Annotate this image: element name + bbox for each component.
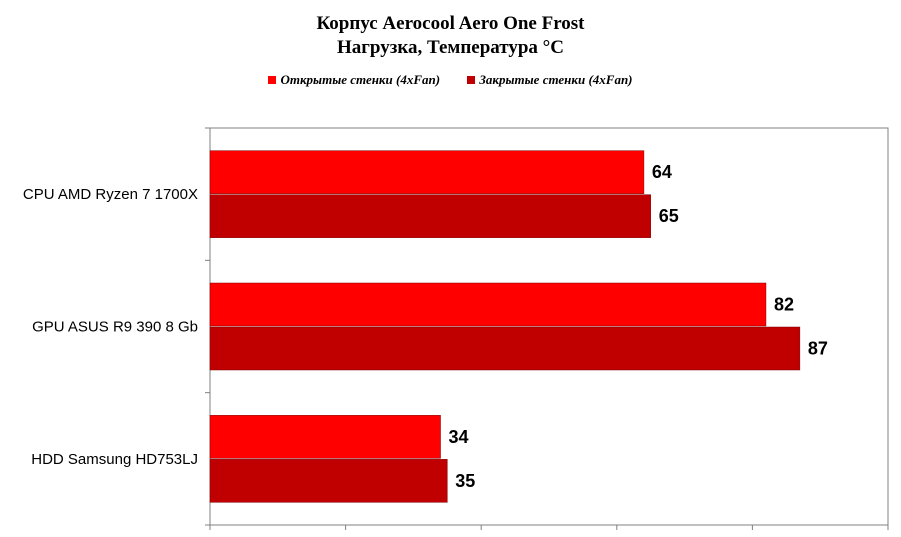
category-label: CPU AMD Ryzen 7 1700X [23,186,198,203]
legend-label-open: Открытые стенки (4xFan) [280,72,441,87]
legend-swatch-open [268,76,277,84]
category-label: GPU ASUS R9 390 8 Gb [32,319,198,336]
bar [209,282,767,327]
data-label: 87 [808,339,828,359]
category-label: HDD Samsung HD753LJ [31,451,198,468]
chart-title-line2: Нагрузка, Температура °C [336,37,565,58]
legend-item-open: Открытые стенки (4xFan) [268,72,440,88]
bar [209,326,801,371]
bar [209,459,448,503]
legend-swatch-closed [467,76,476,84]
legend-item-closed: Закрытые стенки (4xFan) [467,72,633,88]
data-label: 82 [774,295,794,315]
chart-legend: Открытые стенки (4xFan) Закрытые стенки … [0,72,901,88]
plot-area-border [209,127,889,526]
bar [209,415,441,459]
data-label: 65 [659,206,679,226]
data-label: 64 [652,162,672,182]
bar [209,150,645,194]
legend-label-closed: Закрытые стенки (4xFan) [479,72,633,87]
data-label: 35 [455,471,475,491]
chart-title: Корпус Aerocool Aero One Frost Нагрузка,… [0,12,901,60]
chart-title-line1: Корпус Aerocool Aero One Frost [316,13,585,34]
data-label: 34 [449,427,469,447]
bar [209,194,651,238]
